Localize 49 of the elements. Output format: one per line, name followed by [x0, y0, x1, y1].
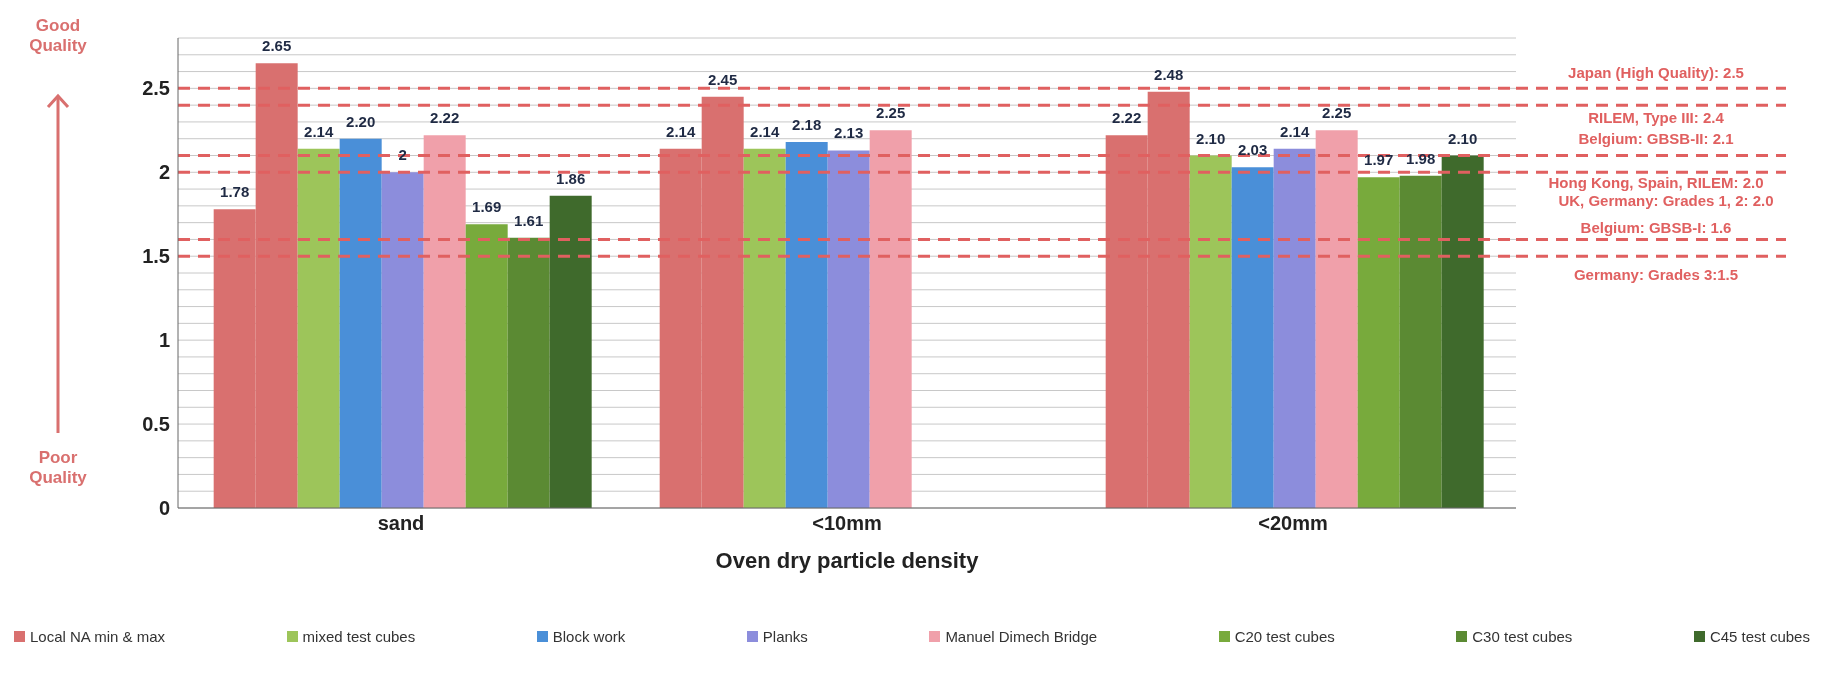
y-tick-label: 1.5 — [142, 245, 170, 268]
data-label: 1.69 — [472, 198, 502, 216]
ref-line-label: Belgium: GBSB-II: 2.1 — [1578, 129, 1734, 147]
ref-line-label: Belgium: GBSB-I: 1.6 — [1580, 219, 1732, 237]
data-label: 2.13 — [834, 124, 864, 142]
ref-line-label: Germany: Grades 3:1.5 — [1573, 266, 1739, 284]
x-tick-label: <10mm — [812, 512, 882, 535]
y-tick-label: 0 — [158, 497, 170, 520]
data-label: 2.10 — [1196, 129, 1226, 147]
legend-label: mixed test cubes — [302, 628, 416, 645]
legend-label: C30 test cubes — [1472, 628, 1573, 645]
data-label: 2.25 — [1322, 104, 1352, 122]
x-axis-title: Oven dry particle density — [715, 548, 980, 573]
data-label: 2.48 — [1154, 65, 1184, 83]
data-label: 1.86 — [556, 169, 586, 187]
data-label: 2.22 — [1112, 109, 1142, 127]
text: Poor Quality — [28, 448, 88, 488]
x-tick-label: <20mm — [1258, 512, 1328, 535]
data-label: 1.98 — [1406, 149, 1436, 167]
data-label: 2.65 — [262, 37, 292, 55]
y-tick-label: 2 — [158, 161, 170, 184]
annotation: UK, Germany: Grades 1, 2: 2.0 — [1557, 192, 1775, 210]
legend-label: C45 test cubes — [1709, 628, 1810, 645]
data-label: 2.03 — [1238, 141, 1268, 159]
data-label: 2.22 — [430, 109, 460, 127]
ref-line-label: RILEM, Type III: 2.4 — [1588, 109, 1725, 127]
legend-label: C20 test cubes — [1234, 628, 1335, 645]
data-label: 1.61 — [514, 211, 544, 229]
y-tick-label: 0.5 — [142, 413, 170, 436]
x-tick-label: sand — [377, 512, 425, 535]
data-label: 2.10 — [1448, 129, 1478, 147]
legend-label: Block work — [552, 628, 626, 645]
data-label: 2.45 — [708, 70, 738, 88]
text: Good Quality — [28, 16, 88, 56]
data-label: 2.20 — [346, 112, 376, 130]
data-label: 2.18 — [792, 116, 822, 134]
ref-line-label: Japan (High Quality): 2.5 — [1568, 64, 1744, 82]
data-label: 2.14 — [750, 122, 780, 140]
data-label: 2.14 — [666, 122, 696, 140]
y-tick-label: 1 — [158, 329, 170, 352]
data-label: 2.25 — [876, 104, 906, 122]
data-label: 2.14 — [304, 122, 334, 140]
y-tick-label: 2.5 — [142, 77, 170, 100]
legend-label: Planks — [762, 628, 808, 645]
legend-label: Manuel Dimech Bridge — [945, 628, 1098, 645]
data-label: 2.14 — [1280, 122, 1310, 140]
legend-label: Local NA min & max — [30, 628, 166, 645]
data-label: 1.78 — [220, 183, 250, 201]
ref-line-label: Hong Kong, Spain, RILEM: 2.0 — [1548, 174, 1764, 192]
